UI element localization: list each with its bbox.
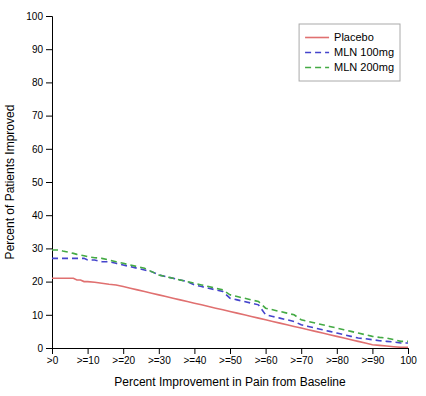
- legend-entry: MLN 100mg: [334, 46, 394, 58]
- tick-mark: [159, 348, 160, 354]
- tick-mark: [46, 16, 52, 17]
- tick: 90: [32, 44, 52, 55]
- tick-mark: [408, 348, 409, 354]
- legend-entry: MLN 200mg: [334, 61, 394, 73]
- tick: 10: [32, 310, 52, 321]
- tick-label: >=60: [255, 355, 278, 366]
- tick-label: >0: [47, 355, 59, 366]
- legend: Placebo MLN 100mg MLN 200mg: [299, 24, 400, 81]
- tick-mark: [46, 315, 52, 316]
- tick: 50: [32, 177, 52, 188]
- tick: >=40: [183, 348, 206, 366]
- legend-swatch: [305, 67, 329, 69]
- tick: 0: [37, 343, 52, 354]
- tick-mark: [46, 348, 52, 349]
- tick-mark: [46, 49, 52, 50]
- tick-label: >=70: [290, 355, 313, 366]
- tick-mark: [46, 82, 52, 83]
- chart: >0 >=10 >=20 >=30 >=40 >=50 >=60 >=70 >=80 >=90 10…: [0, 0, 426, 396]
- lines: [52, 250, 408, 347]
- legend-entry: Placebo: [334, 31, 374, 43]
- tick-label: 80: [32, 77, 44, 88]
- tick-label: 10: [32, 310, 44, 321]
- tick-mark: [337, 348, 338, 354]
- tick: >=50: [219, 348, 242, 366]
- tick: >=80: [326, 348, 349, 366]
- tick-mark: [266, 348, 267, 354]
- tick-label: >=20: [112, 355, 135, 366]
- tick: >=10: [77, 348, 100, 366]
- tick-label: 60: [32, 144, 44, 155]
- tick-label: 40: [32, 210, 44, 221]
- tick: >=30: [148, 348, 171, 366]
- tick-mark: [46, 215, 52, 216]
- tick: >=90: [361, 348, 384, 366]
- legend-swatch: [305, 37, 329, 39]
- tick: 100: [400, 348, 417, 366]
- tick: >0: [47, 348, 59, 366]
- tick: 60: [32, 144, 52, 155]
- y-axis-title: Percent of Patients Improved: [3, 105, 17, 260]
- series-line: [52, 278, 408, 347]
- tick-label: >=50: [219, 355, 242, 366]
- tick-mark: [46, 116, 52, 117]
- tick-label: 100: [400, 355, 417, 366]
- tick: >=70: [290, 348, 313, 366]
- tick-mark: [88, 348, 89, 354]
- tick-mark: [46, 149, 52, 150]
- tick-label: >=10: [77, 355, 100, 366]
- tick-mark: [46, 282, 52, 283]
- legend-swatch: [305, 52, 329, 54]
- tick-mark: [46, 182, 52, 183]
- tick-mark: [46, 248, 52, 249]
- tick: 30: [32, 243, 52, 254]
- y-axis: 0 10 20 30 40 50 60 70 80 90 100: [26, 11, 52, 354]
- tick-label: 100: [26, 11, 43, 22]
- tick-mark: [372, 348, 373, 354]
- tick-label: 50: [32, 177, 44, 188]
- tick-label: >=30: [148, 355, 171, 366]
- tick-label: 70: [32, 110, 44, 121]
- tick-label: >=80: [326, 355, 349, 366]
- x-axis: >0 >=10 >=20 >=30 >=40 >=50 >=60 >=70 >=80 >=90 10…: [47, 348, 417, 366]
- tick: 20: [32, 276, 52, 287]
- tick: 80: [32, 77, 52, 88]
- tick-label: >=90: [361, 355, 384, 366]
- axis-line: [53, 349, 409, 355]
- tick-label: >=40: [183, 355, 206, 366]
- series-line: [52, 258, 408, 343]
- tick-label: 20: [32, 276, 44, 287]
- tick: 40: [32, 210, 52, 221]
- tick-label: 90: [32, 44, 44, 55]
- tick-label: 30: [32, 243, 44, 254]
- tick-mark: [301, 348, 302, 354]
- plot-area: >0 >=10 >=20 >=30 >=40 >=50 >=60 >=70 >=80 >=90 10…: [26, 11, 417, 366]
- tick-mark: [194, 348, 195, 354]
- tick-mark: [123, 348, 124, 354]
- tick: 100: [26, 11, 52, 22]
- tick-label: 0: [37, 343, 43, 354]
- tick-mark: [230, 348, 231, 354]
- tick: >=60: [255, 348, 278, 366]
- legend-box: [299, 24, 400, 81]
- tick: >=20: [112, 348, 135, 366]
- tick: 70: [32, 110, 52, 121]
- series-line: [52, 250, 408, 341]
- x-axis-title: Percent Improvement in Pain from Baselin…: [114, 375, 346, 389]
- axis-line: [46, 17, 53, 349]
